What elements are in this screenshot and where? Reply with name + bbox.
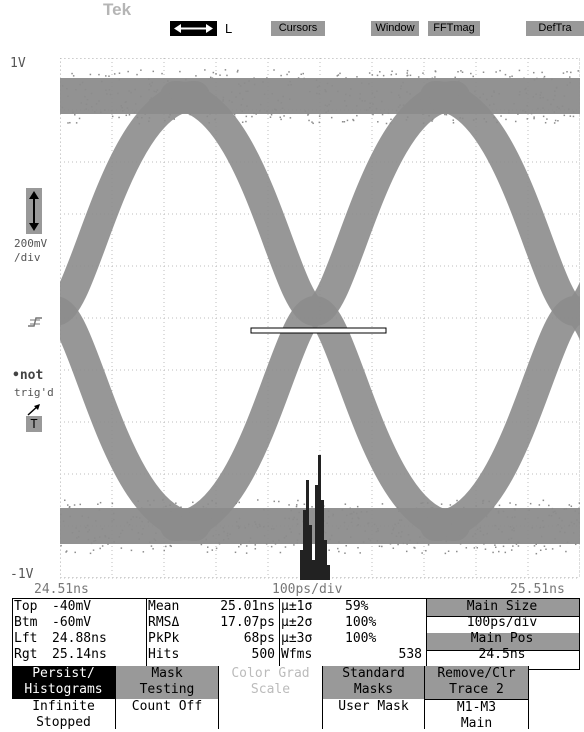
trigger-status-trigd: trig'd <box>14 386 54 399</box>
histogram-bar <box>327 565 330 580</box>
measurement-label-col3-1: µ±2σ <box>281 616 312 630</box>
trigger-status: •not <box>12 368 43 383</box>
measurement-label-col3-0: µ±1σ <box>281 600 312 614</box>
menu-4-mid: Trace 2 <box>425 682 528 698</box>
measurement-value-col2-0: 25.01ns <box>197 600 275 614</box>
measurement-label-col2-1: RMSΔ <box>148 616 179 630</box>
histogram-bar <box>300 550 303 580</box>
menu-4-top: Remove/Clr <box>425 666 528 682</box>
cursor-mode-label: L <box>225 21 232 36</box>
main-pos-label[interactable]: Main Pos <box>427 632 577 646</box>
horizontal-arrow-icon <box>170 21 217 36</box>
deftra-button[interactable]: DefTra <box>526 21 584 36</box>
measurement-label-col1-1: Btm <box>14 616 37 630</box>
menu-3-bot1: User Mask <box>323 699 424 715</box>
y-bottom-label: -1V <box>10 567 33 582</box>
histogram-bar <box>321 500 324 580</box>
histogram-bar <box>312 560 315 580</box>
trigger-t-button[interactable]: T <box>26 416 42 432</box>
histogram-bar <box>318 455 321 580</box>
volts-per-div-value: 200mV <box>14 237 47 250</box>
eye-transition-band <box>175 96 455 526</box>
menu-1-mid: Testing <box>116 682 218 698</box>
measurement-value-col1-1: -60mV <box>52 616 91 630</box>
measurement-label-col2-2: PkPk <box>148 632 179 646</box>
measurement-value-col2-3: 500 <box>197 648 275 662</box>
x-left-label: 24.51ns <box>34 582 89 597</box>
menu-4-bot2: Main <box>425 716 528 732</box>
x-right-label: 25.51ns <box>510 582 565 597</box>
menu-0-bot1: Infinite <box>12 699 115 715</box>
measurement-label-col1-3: Rgt <box>14 648 37 662</box>
vertical-arrow-icon <box>26 188 42 234</box>
measurement-value-col3-3: 538 <box>322 648 422 662</box>
main-size-value: 100ps/div <box>427 616 577 630</box>
menu-4-bot1: M1-M3 <box>425 699 528 716</box>
measurement-label-col1-2: Lft <box>14 632 37 646</box>
vertical-scale-button[interactable] <box>26 188 42 234</box>
not-indicator-dot: • <box>12 368 20 383</box>
measurement-value-col1-2: 24.88ns <box>52 632 107 646</box>
measurement-value-col1-3: 25.14ns <box>52 648 107 662</box>
menu-0-top: Persist/ <box>12 666 115 682</box>
menu-button-empty[interactable] <box>529 666 584 729</box>
menu-button-2[interactable]: Color GradScale <box>219 666 323 729</box>
menu-0-mid: Histograms <box>12 682 115 698</box>
menu-button-4[interactable]: Remove/ClrTrace 2M1-M3Main <box>425 666 529 729</box>
measurement-label-col3-3: Wfms <box>281 648 312 662</box>
menu-3-mid: Masks <box>323 682 424 698</box>
time-per-div-label: 100ps/div <box>272 582 342 597</box>
menu-2-mid: Scale <box>219 682 322 698</box>
menu-3-top: Standard <box>323 666 424 682</box>
waveform-display[interactable] <box>60 58 580 581</box>
menu-button-3[interactable]: StandardMasksUser Mask <box>323 666 425 729</box>
trigger-level-icon <box>26 314 46 330</box>
measurement-value-col1-0: -40mV <box>52 600 91 614</box>
histogram-window <box>251 328 386 333</box>
trigger-status-not: not <box>20 368 43 383</box>
volts-per-div-unit: /div <box>14 251 41 264</box>
measurement-label-col2-0: Mean <box>148 600 179 614</box>
histogram-bar <box>324 540 327 580</box>
measurement-value-col2-1: 17.07ps <box>192 616 275 630</box>
cursor-arrow-button[interactable] <box>170 21 217 36</box>
window-button[interactable]: Window <box>371 21 419 36</box>
fftmag-button[interactable]: FFTmag <box>428 21 480 36</box>
eye-top-rail <box>60 78 580 114</box>
cursors-button[interactable]: Cursors <box>271 21 325 36</box>
main-size-label[interactable]: Main Size <box>427 600 577 614</box>
y-top-label: 1V <box>10 56 26 71</box>
trigger-slope-icon <box>26 402 42 416</box>
histogram-bar <box>303 510 306 580</box>
histogram-bar <box>315 485 318 580</box>
main-pos-value: 24.5ns <box>427 648 577 662</box>
histogram-bar <box>309 525 312 580</box>
menu-2-top: Color Grad <box>219 666 322 682</box>
tek-logo: Tek <box>103 0 131 20</box>
menu-1-top: Mask <box>116 666 218 682</box>
measurement-label-col1-0: Top <box>14 600 37 614</box>
measurement-label-col2-3: Hits <box>148 648 179 662</box>
menu-button-1[interactable]: MaskTestingCount Off <box>116 666 219 729</box>
menu-1-bot1: Count Off <box>116 699 218 715</box>
menu-button-0[interactable]: Persist/HistogramsInfiniteStopped <box>12 666 116 729</box>
measurement-label-col3-2: µ±3σ <box>281 632 312 646</box>
measurement-value-col2-2: 68ps <box>197 632 275 646</box>
histogram-bar <box>306 480 309 580</box>
